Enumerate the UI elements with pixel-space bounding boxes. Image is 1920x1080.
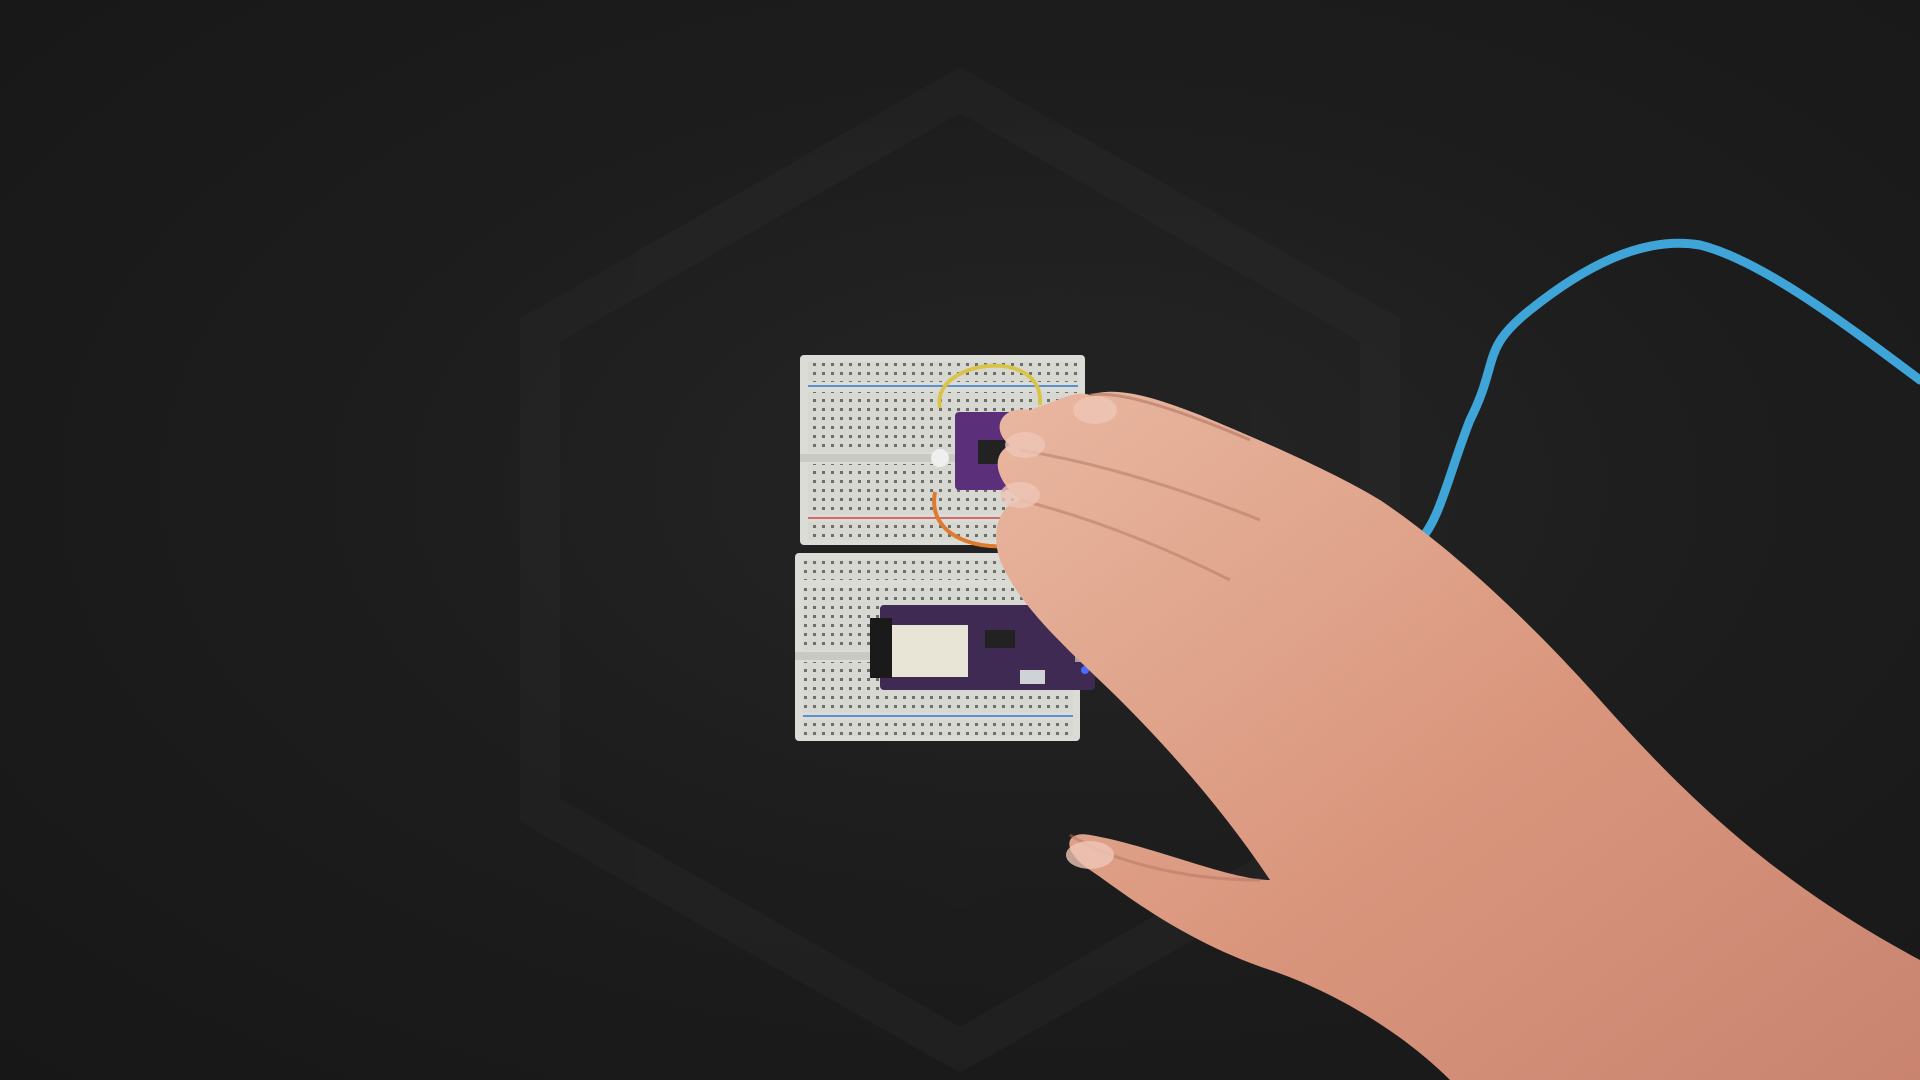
mcu-board [870, 605, 1105, 690]
yellow-wire [937, 363, 1043, 409]
usb-cable [1415, 238, 1920, 545]
hand [996, 391, 1920, 1080]
